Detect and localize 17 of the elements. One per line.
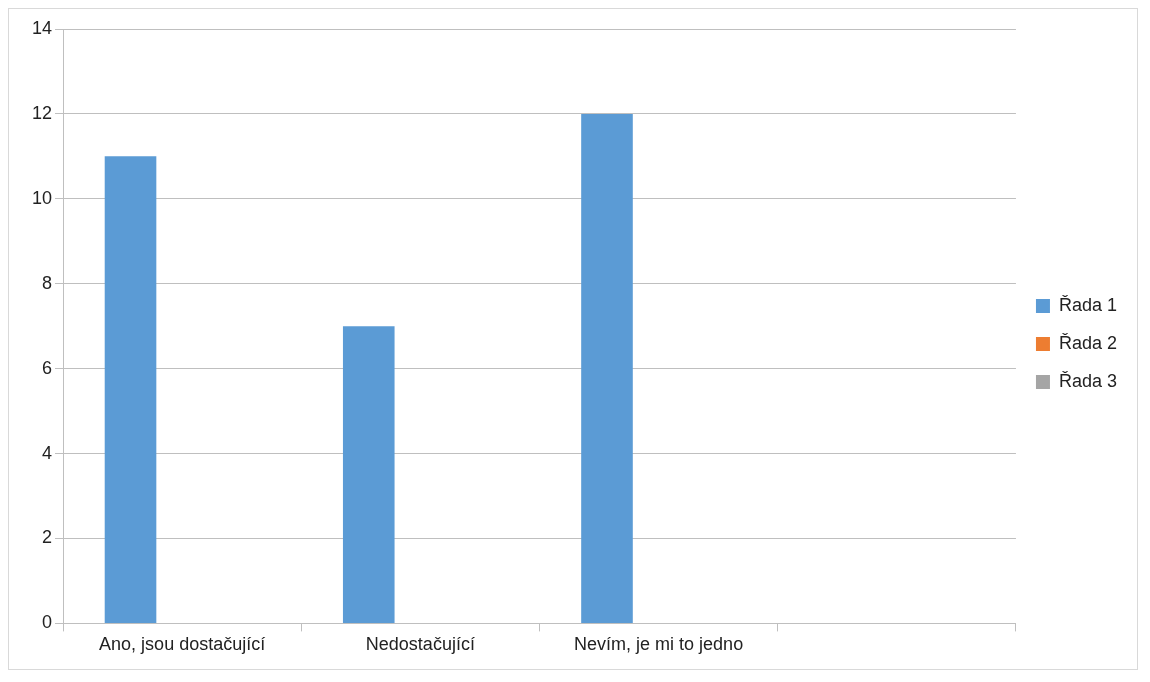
x-tick-label: Ano, jsou dostačující (99, 634, 266, 655)
x-tick-label: Nedostačující (365, 634, 475, 655)
legend-label: Řada 2 (1058, 332, 1117, 353)
bar (581, 113, 633, 623)
y-tick-label: 10 (31, 187, 53, 208)
y-tick-label: 6 (42, 357, 53, 378)
legend-label: Řada 3 (1058, 370, 1117, 391)
bar (342, 326, 395, 623)
y-tick-label: 4 (42, 442, 53, 463)
y-tick-label: 12 (31, 102, 53, 123)
y-tick-label: 0 (42, 612, 53, 633)
x-tick-label: Nevím, je mi to jedno (574, 634, 744, 655)
legend-label: Řada 1 (1058, 294, 1117, 315)
y-tick-label: 14 (31, 17, 53, 38)
y-tick-label: 8 (42, 272, 53, 293)
bar (104, 156, 157, 623)
y-tick-label: 2 (42, 527, 53, 548)
